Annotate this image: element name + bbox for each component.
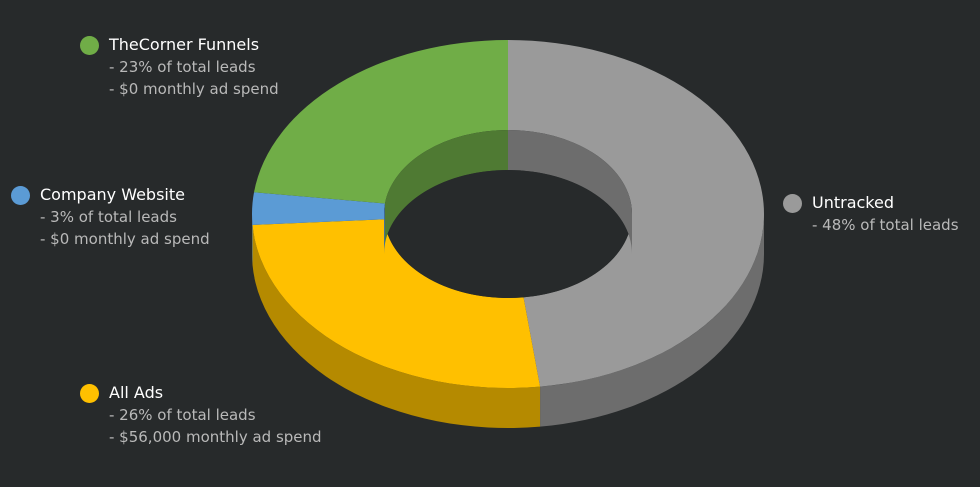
legend-detail-website-spend: - $0 monthly ad spend [40,230,210,248]
legend-detail-funnels-leads: - 23% of total leads [109,58,256,76]
legend-detail-untracked-leads: - 48% of total leads [812,216,959,234]
slice-inner-wall-thecorner-funnels [384,130,508,244]
legend-swatch-all-ads [80,383,99,403]
legend-item-untracked: Untracked - 48% of total leads [783,192,959,236]
slice-side-company-website [252,214,253,265]
slice-all-ads [252,219,541,388]
slice-thecorner-funnels [254,40,508,204]
legend-label-thecorner-funnels: TheCorner Funnels [109,35,260,54]
slice-inner-wall-untracked [508,130,632,254]
legend-swatch-company-website [11,185,30,205]
legend-label-all-ads: All Ads [109,383,164,402]
legend-detail-website-leads: - 3% of total leads [40,208,177,226]
legend-swatch-untracked [783,193,802,213]
slice-untracked [508,40,764,387]
legend-detail-funnels-spend: - $0 monthly ad spend [109,80,279,98]
legend-label-company-website: Company Website [40,185,185,204]
slice-side-untracked [540,214,764,427]
legend-item-all-ads: All Ads - 26% of total leads - $56,000 m… [80,382,322,448]
legend-item-company-website: Company Website - 3% of total leads - $0… [11,184,210,250]
legend-detail-ads-spend: - $56,000 monthly ad spend [109,428,322,446]
legend-swatch-thecorner-funnels [80,35,99,55]
slice-inner-wall-company-website [384,203,385,254]
slice-side-all-ads [252,224,541,429]
legend-detail-ads-leads: - 26% of total leads [109,406,256,424]
legend-item-thecorner-funnels: TheCorner Funnels - 23% of total leads -… [80,34,279,100]
legend-label-untracked: Untracked [812,193,894,212]
slice-company-website [252,192,385,225]
